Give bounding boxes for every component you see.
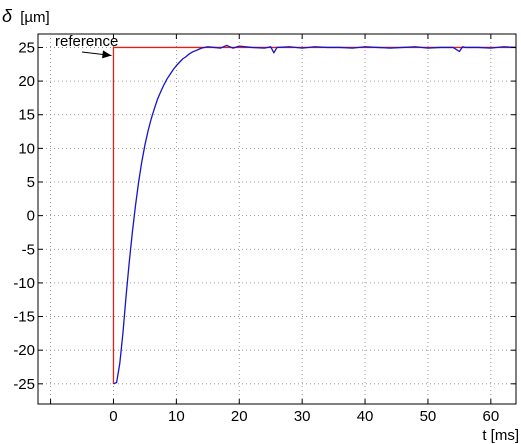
y-tick-label: -10 bbox=[13, 275, 35, 292]
y-tick-label: 25 bbox=[18, 39, 35, 56]
plot-area bbox=[37, 33, 517, 405]
x-tick-label: 40 bbox=[357, 408, 374, 425]
x-tick-label: 60 bbox=[482, 408, 499, 425]
x-tick-label: 30 bbox=[294, 408, 311, 425]
reference-annotation: reference bbox=[55, 33, 118, 50]
y-tick-label: -25 bbox=[13, 376, 35, 393]
y-axis-unit: [µm] bbox=[20, 9, 49, 26]
y-tick-label: -5 bbox=[22, 241, 35, 258]
y-tick-label: 10 bbox=[18, 140, 35, 157]
grid bbox=[38, 34, 516, 404]
series-group bbox=[112, 44, 517, 385]
x-axis-title: t [ms] bbox=[482, 427, 519, 444]
x-tick-label: 20 bbox=[231, 408, 248, 425]
annotations: reference bbox=[55, 33, 118, 59]
x-tick-label: 0 bbox=[109, 408, 117, 425]
y-axis-symbol: δ bbox=[2, 6, 13, 26]
y-tick-label: 0 bbox=[27, 208, 35, 225]
y-tick-label: -20 bbox=[13, 342, 35, 359]
y-tick-label: 5 bbox=[27, 174, 35, 191]
y-tick-label: -15 bbox=[13, 309, 35, 326]
x-tick-label: 10 bbox=[168, 408, 185, 425]
response-series-line bbox=[113, 44, 517, 385]
y-tick-label: 20 bbox=[18, 73, 35, 90]
y-tick-label: 15 bbox=[18, 107, 35, 124]
annotation-arrow-head bbox=[102, 50, 112, 59]
x-tick-label: 50 bbox=[420, 408, 437, 425]
y-axis-title: δ [µm] bbox=[2, 6, 50, 26]
